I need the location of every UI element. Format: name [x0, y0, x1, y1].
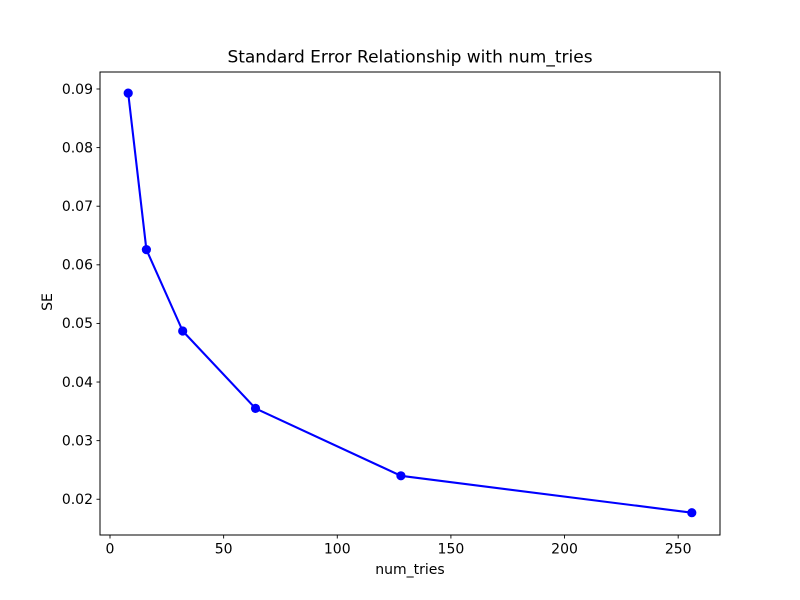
y-tick-label: 0.09	[62, 82, 93, 98]
x-tick-label: 250	[665, 542, 692, 558]
data-point-marker	[178, 326, 188, 336]
chart-title: Standard Error Relationship with num_tri…	[227, 48, 592, 68]
x-tick-label: 0	[106, 542, 115, 558]
data-point-marker	[250, 403, 261, 413]
data-point-marker	[687, 508, 697, 518]
data-point-marker	[396, 471, 406, 481]
x-axis-label: num_tries	[375, 562, 444, 578]
y-tick-label: 0.05	[62, 316, 93, 332]
y-tick-label: 0.04	[62, 375, 93, 391]
x-tick-label: 150	[438, 542, 465, 558]
y-tick-label: 0.08	[62, 140, 93, 156]
x-tick-label: 200	[551, 542, 578, 558]
x-tick-label: 100	[324, 542, 351, 558]
y-tick-label: 0.07	[62, 199, 93, 215]
se-line	[127, 92, 693, 514]
x-tick-label: 50	[215, 542, 233, 558]
data-point-marker	[141, 245, 151, 255]
y-axis-label: SE	[40, 293, 56, 311]
data-point-marker	[123, 88, 133, 98]
y-tick-label: 0.06	[62, 258, 93, 274]
plot-frame	[99, 71, 721, 536]
y-tick-label: 0.02	[62, 492, 93, 508]
y-tick-label: 0.03	[62, 433, 93, 449]
